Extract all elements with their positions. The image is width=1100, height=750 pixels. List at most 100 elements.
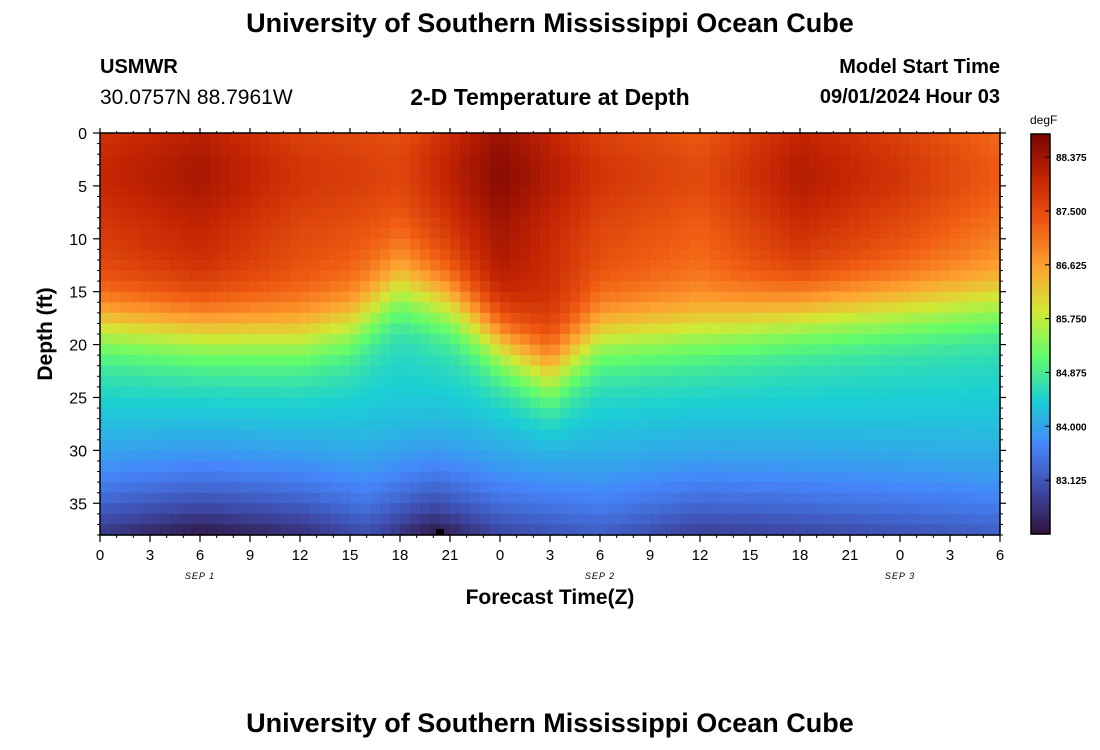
heatmap-cell — [540, 492, 551, 504]
heatmap-cell — [130, 355, 141, 367]
colorbar-swatch — [1031, 384, 1050, 388]
heatmap-cell — [750, 196, 761, 208]
heatmap-cell — [310, 196, 321, 208]
heatmap-cell — [430, 397, 441, 409]
heatmap-cell — [640, 228, 651, 240]
heatmap-cell — [730, 482, 741, 494]
heatmap-cell — [700, 355, 711, 367]
heatmap-cell — [910, 408, 921, 420]
heatmap-cell — [310, 217, 321, 229]
heatmap-cell — [160, 429, 171, 441]
heatmap-cell — [510, 164, 521, 176]
colorbar-swatch — [1031, 377, 1050, 382]
heatmap-cell — [510, 143, 521, 155]
heatmap-cell — [550, 503, 561, 515]
heatmap-cell — [650, 291, 661, 303]
heatmap-cell — [470, 154, 481, 166]
heatmap-cell — [770, 513, 781, 526]
heatmap-cell — [900, 397, 911, 409]
heatmap-cell — [150, 228, 161, 240]
heatmap-cell — [150, 450, 161, 462]
heatmap-cell — [580, 175, 591, 187]
heatmap-cell — [410, 450, 421, 462]
date-label: SEP 3 — [885, 571, 915, 581]
heatmap-cell — [950, 460, 961, 473]
heatmap-cell — [850, 196, 861, 208]
heatmap-cell — [900, 185, 911, 198]
heatmap-cell — [980, 334, 991, 346]
heatmap-cell — [440, 460, 451, 473]
heatmap-cell — [490, 386, 501, 399]
heatmap-cell — [740, 376, 751, 388]
heatmap-cell — [270, 418, 281, 430]
heatmap-cell — [240, 164, 251, 176]
heatmap-cell — [720, 439, 731, 451]
heatmap-cell — [410, 323, 421, 335]
heatmap-cell — [450, 386, 461, 399]
heatmap-cell — [650, 312, 661, 325]
heatmap-cell — [470, 207, 481, 219]
heatmap-cell — [440, 270, 451, 282]
heatmap-cell — [590, 524, 601, 536]
x-tick-label: 9 — [646, 547, 654, 564]
heatmap-cell — [700, 312, 711, 325]
heatmap-cell — [900, 355, 911, 367]
heatmap-cell — [970, 154, 981, 166]
heatmap-cell — [700, 154, 711, 166]
heatmap-cell — [480, 482, 491, 494]
heatmap-cell — [980, 408, 991, 420]
heatmap-cell — [900, 217, 911, 229]
x-tick-label: 0 — [96, 547, 104, 564]
heatmap-cell — [860, 228, 871, 240]
heatmap-cell — [390, 259, 401, 272]
heatmap-cell — [770, 164, 781, 176]
heatmap-cell — [920, 450, 931, 462]
heatmap-cell — [530, 302, 541, 314]
heatmap-cell — [270, 355, 281, 367]
heatmap-cell — [660, 164, 671, 176]
heatmap-cell — [510, 312, 521, 325]
heatmap-cell — [170, 355, 181, 367]
heatmap-cell — [150, 344, 161, 356]
colorbar-swatch — [1031, 257, 1050, 262]
heatmap-cell — [930, 376, 941, 388]
heatmap-cell — [990, 429, 1001, 441]
heatmap-cell — [590, 185, 601, 198]
heatmap-cell — [870, 207, 881, 219]
heatmap-cell — [220, 196, 231, 208]
heatmap-cell — [290, 323, 301, 335]
heatmap-cell — [290, 270, 301, 282]
heatmap-cell — [120, 312, 131, 325]
colorbar-swatch — [1031, 147, 1050, 152]
heatmap-cell — [800, 524, 811, 536]
heatmap-cell — [120, 228, 131, 240]
heatmap-cell — [470, 450, 481, 462]
heatmap-cell — [890, 185, 901, 198]
heatmap-cell — [750, 185, 761, 198]
heatmap-cell — [390, 482, 401, 494]
heatmap-cell — [960, 291, 971, 303]
heatmap-cell — [730, 397, 741, 409]
heatmap-cell — [380, 291, 391, 303]
heatmap-cell — [520, 196, 531, 208]
heatmap-cell — [580, 439, 591, 451]
heatmap-cell — [300, 439, 311, 451]
heatmap-cell — [200, 238, 211, 250]
heatmap-cell — [730, 355, 741, 367]
heatmap-cell — [370, 397, 381, 409]
heatmap-cell — [930, 164, 941, 176]
heatmap-cell — [410, 259, 421, 272]
heatmap-cell — [910, 143, 921, 155]
heatmap-cell — [760, 365, 771, 377]
heatmap-cell — [590, 450, 601, 462]
heatmap-cell — [710, 344, 721, 356]
heatmap-cell — [390, 238, 401, 250]
heatmap-cell — [300, 376, 311, 388]
heatmap-cell — [550, 365, 561, 377]
heatmap-cell — [780, 238, 791, 250]
heatmap-cell — [920, 355, 931, 367]
heatmap-cell — [700, 524, 711, 536]
heatmap-cell — [750, 429, 761, 441]
heatmap-cell — [800, 334, 811, 346]
heatmap-cell — [970, 281, 981, 293]
